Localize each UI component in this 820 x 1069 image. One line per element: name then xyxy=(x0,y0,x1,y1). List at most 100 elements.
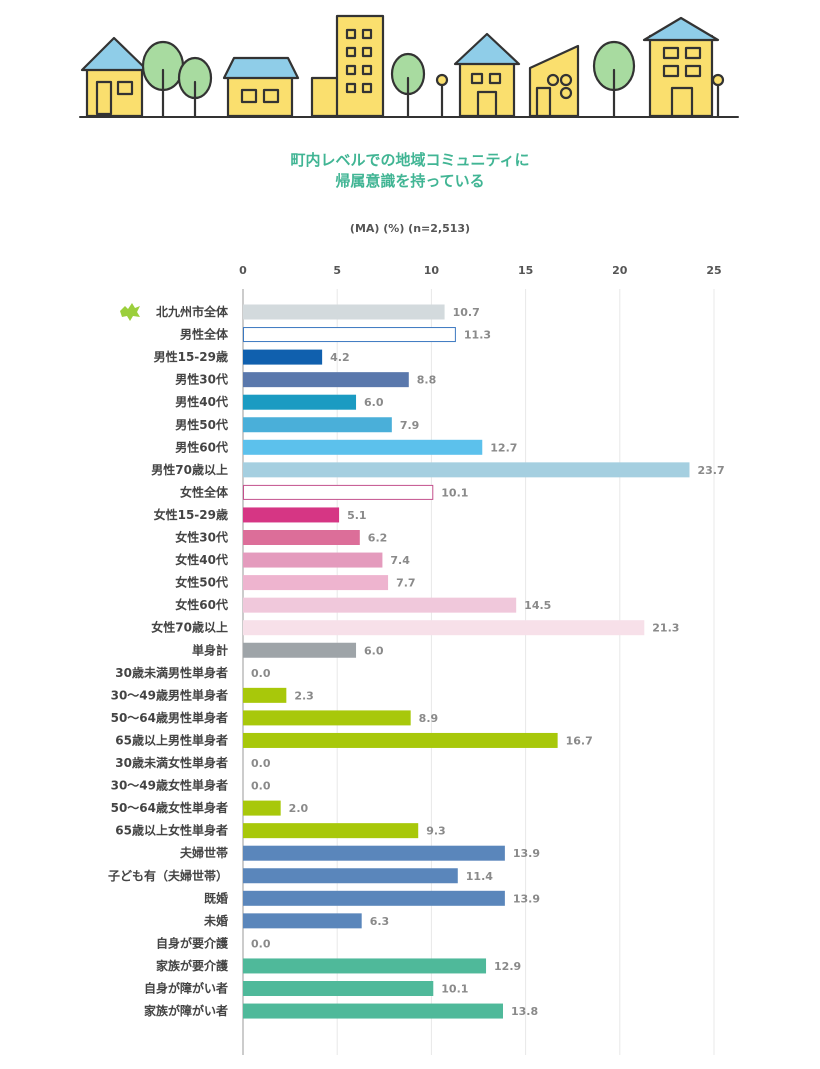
category-label: 50〜64歳女性単身者 xyxy=(111,800,228,815)
x-tick-label: 5 xyxy=(333,264,341,277)
category-label: 女性40代 xyxy=(175,552,228,567)
tree-icon xyxy=(390,52,426,118)
house-icon xyxy=(80,36,149,118)
data-label: 10.1 xyxy=(441,983,468,996)
data-label: 7.9 xyxy=(400,419,420,432)
category-label: 50〜64歳男性単身者 xyxy=(111,710,228,725)
bar xyxy=(243,439,483,455)
category-label: 30歳未満男性単身者 xyxy=(115,665,228,680)
bar xyxy=(243,800,281,816)
x-tick-label: 20 xyxy=(612,264,628,277)
data-label: 7.4 xyxy=(390,554,410,567)
bar xyxy=(243,484,434,500)
data-label: 8.8 xyxy=(417,374,437,387)
data-label: 13.9 xyxy=(513,892,540,905)
chart-subtitle: (MA) (%) (n=2,513) xyxy=(349,222,471,235)
building-icon xyxy=(310,14,385,118)
bar xyxy=(243,823,419,839)
house-icon xyxy=(528,44,580,118)
data-label: 4.2 xyxy=(330,351,350,364)
category-label: 既婚 xyxy=(204,890,228,905)
category-label: 女性70歳以上 xyxy=(151,620,228,635)
bar xyxy=(243,620,645,636)
x-tick-label: 0 xyxy=(239,264,247,277)
bar xyxy=(243,507,340,523)
bar xyxy=(243,597,517,613)
bar xyxy=(243,349,323,365)
category-label: 家族が障がい者 xyxy=(144,1003,228,1018)
category-label: 男性70歳以上 xyxy=(151,462,228,477)
category-label: 単身計 xyxy=(192,642,228,657)
category-label: 男性15-29歳 xyxy=(154,349,228,364)
data-label: 14.5 xyxy=(524,599,551,612)
category-label: 自身が要介護 xyxy=(156,935,229,950)
bar xyxy=(243,845,505,861)
category-label: 男性40代 xyxy=(175,394,228,409)
streetlamp-icon xyxy=(711,73,725,118)
data-label: 8.9 xyxy=(419,712,439,725)
bar xyxy=(243,462,690,478)
category-label: 30歳未満女性単身者 xyxy=(115,755,228,770)
data-label: 2.0 xyxy=(289,802,309,815)
bar xyxy=(243,1003,503,1019)
bar xyxy=(243,981,434,996)
x-tick-label: 10 xyxy=(424,264,440,277)
shop-icon xyxy=(222,56,300,118)
category-label: 女性15-29歳 xyxy=(154,507,228,522)
category-label: 65歳以上女性単身者 xyxy=(115,823,228,838)
chart-title-line1: 町内レベルでの地域コミュニティに xyxy=(290,151,530,169)
category-label: 自身が障がい者 xyxy=(144,981,228,996)
category-label: 男性50代 xyxy=(175,417,228,432)
data-label: 5.1 xyxy=(347,509,367,522)
data-label: 2.3 xyxy=(294,689,314,702)
data-label: 7.7 xyxy=(396,577,416,590)
x-tick-label: 25 xyxy=(706,264,721,277)
bar xyxy=(243,327,456,343)
data-label: 6.0 xyxy=(364,396,384,409)
town-illustration xyxy=(0,0,820,125)
data-label: 16.7 xyxy=(566,734,593,747)
data-label: 11.3 xyxy=(464,329,491,342)
data-label: 0.0 xyxy=(251,937,271,950)
bar xyxy=(243,417,392,433)
category-label: 男性全体 xyxy=(180,327,229,342)
bar xyxy=(243,304,445,320)
bar xyxy=(243,732,558,748)
data-label: 13.8 xyxy=(511,1005,538,1018)
data-label: 6.0 xyxy=(364,644,384,657)
house-icon xyxy=(453,32,521,118)
bar xyxy=(243,710,411,726)
data-label: 13.9 xyxy=(513,847,540,860)
bar xyxy=(243,394,357,410)
tree-icon xyxy=(141,40,213,118)
data-label: 10.7 xyxy=(453,306,480,319)
category-label: 女性30代 xyxy=(175,530,228,545)
chart-title-line2: 帰属意識を持っている xyxy=(335,172,485,190)
streetlamp-icon xyxy=(435,73,449,118)
category-label: 30〜49歳男性単身者 xyxy=(111,687,228,702)
bar xyxy=(243,372,409,388)
data-label: 0.0 xyxy=(251,757,271,770)
category-label: 女性全体 xyxy=(180,484,229,499)
data-label: 0.0 xyxy=(251,780,271,793)
house-icon xyxy=(642,16,720,118)
bar xyxy=(243,868,458,884)
data-label: 6.3 xyxy=(370,915,390,928)
category-label: 家族が要介護 xyxy=(156,958,229,973)
bar xyxy=(243,552,383,568)
data-label: 11.4 xyxy=(466,870,493,883)
kitakyushu-city-icon xyxy=(120,303,140,321)
category-label: 30〜49歳女性単身者 xyxy=(111,778,228,793)
data-label: 9.3 xyxy=(426,825,446,838)
bar xyxy=(243,530,360,545)
bar xyxy=(243,642,357,658)
data-label: 23.7 xyxy=(698,464,725,477)
bar xyxy=(243,687,287,703)
category-label: 北九州市全体 xyxy=(156,304,229,319)
data-label: 21.3 xyxy=(652,622,679,635)
data-label: 6.2 xyxy=(368,532,388,545)
tree-icon xyxy=(592,40,636,118)
bar-chart-svg: 0 5 10 15 20 25 北九州市全体 10.7 男性全体 11.3 男性15-29歳 4.2 男… xyxy=(108,264,725,1055)
data-label: 10.1 xyxy=(441,486,468,499)
bar xyxy=(243,575,389,591)
